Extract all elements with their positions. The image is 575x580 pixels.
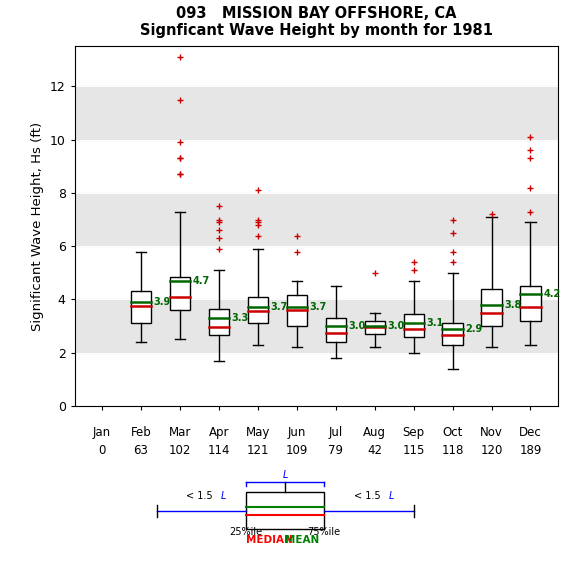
Text: 120: 120 xyxy=(480,444,503,456)
Text: Sep: Sep xyxy=(402,426,425,439)
Bar xyxy=(404,314,424,337)
Text: Oct: Oct xyxy=(442,426,463,439)
Bar xyxy=(75,193,558,246)
Text: 79: 79 xyxy=(328,444,343,456)
Bar xyxy=(442,324,463,345)
Text: 3.3: 3.3 xyxy=(232,313,249,323)
Text: 109: 109 xyxy=(286,444,308,456)
Bar xyxy=(131,292,151,324)
Text: 114: 114 xyxy=(208,444,230,456)
Text: Mar: Mar xyxy=(168,426,191,439)
Text: Nov: Nov xyxy=(480,426,503,439)
Text: Jun: Jun xyxy=(288,426,306,439)
Text: Jul: Jul xyxy=(328,426,343,439)
Text: 3.9: 3.9 xyxy=(154,297,171,307)
Text: Dec: Dec xyxy=(519,426,542,439)
Text: 3.0: 3.0 xyxy=(348,321,366,331)
Title: 093   MISSION BAY OFFSHORE, CA
Signficant Wave Height by month for 1981: 093 MISSION BAY OFFSHORE, CA Signficant … xyxy=(140,6,493,38)
Text: 0: 0 xyxy=(98,444,106,456)
Text: MEDIAN: MEDIAN xyxy=(246,535,293,545)
Text: MEAN: MEAN xyxy=(285,535,319,545)
Text: Jan: Jan xyxy=(93,426,111,439)
Text: L: L xyxy=(282,470,288,480)
Text: 3.8: 3.8 xyxy=(504,300,522,310)
Text: May: May xyxy=(246,426,270,439)
Bar xyxy=(481,289,501,326)
Text: 63: 63 xyxy=(133,444,148,456)
Text: 25%ile: 25%ile xyxy=(229,527,263,537)
Text: < 1.5: < 1.5 xyxy=(354,491,384,501)
Text: 3.7: 3.7 xyxy=(271,302,288,313)
Text: 75%ile: 75%ile xyxy=(308,527,340,537)
Text: 121: 121 xyxy=(247,444,269,456)
Bar xyxy=(287,295,307,326)
Bar xyxy=(365,321,385,334)
Text: < 1.5: < 1.5 xyxy=(186,491,216,501)
Text: 102: 102 xyxy=(168,444,191,456)
Text: 115: 115 xyxy=(402,444,425,456)
Bar xyxy=(325,318,346,342)
Text: 118: 118 xyxy=(442,444,464,456)
Text: 4.2: 4.2 xyxy=(543,289,561,299)
Text: 3.7: 3.7 xyxy=(309,302,327,313)
Text: Apr: Apr xyxy=(209,426,229,439)
Text: Feb: Feb xyxy=(131,426,151,439)
Text: 189: 189 xyxy=(519,444,542,456)
Text: 42: 42 xyxy=(367,444,382,456)
Text: L: L xyxy=(388,491,394,501)
Y-axis label: Significant Wave Height, Hs (ft): Significant Wave Height, Hs (ft) xyxy=(31,122,44,331)
Bar xyxy=(248,297,268,324)
Text: 3.1: 3.1 xyxy=(427,318,444,328)
Bar xyxy=(209,309,229,335)
Bar xyxy=(246,492,324,529)
Text: Aug: Aug xyxy=(363,426,386,439)
Bar xyxy=(520,286,540,321)
Bar xyxy=(170,277,190,310)
Text: 3.0: 3.0 xyxy=(388,321,405,331)
Text: 2.9: 2.9 xyxy=(465,324,482,334)
Bar xyxy=(75,86,558,140)
Text: L: L xyxy=(221,491,226,501)
Text: 4.7: 4.7 xyxy=(193,276,210,286)
Bar xyxy=(75,299,558,353)
